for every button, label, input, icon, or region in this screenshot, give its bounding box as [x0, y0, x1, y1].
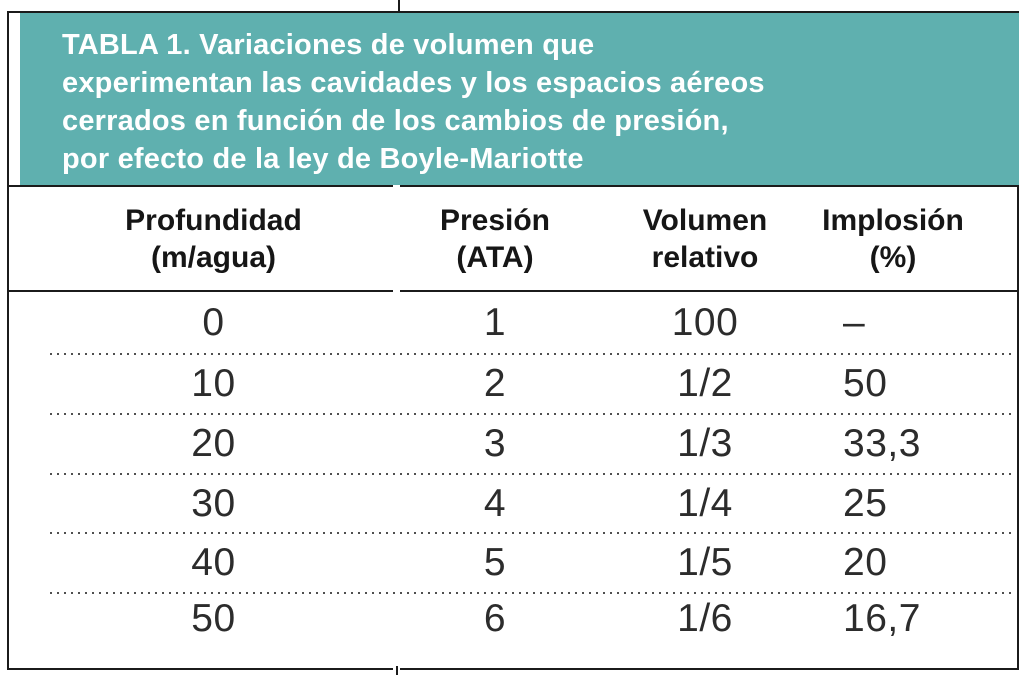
table-cell-presion: 3 — [483, 422, 507, 465]
column-header-line: Profundidad — [125, 204, 302, 237]
table-cell-volumen: 1/5 — [677, 541, 733, 584]
table-title-line: TABLA 1. Variaciones de volumen que — [62, 29, 595, 61]
table-bottom-border — [7, 668, 1019, 670]
table-title-line: experimentan las cavidades y los espacio… — [62, 67, 765, 99]
table-body: 0 1 100 – 10 2 1/2 50 20 3 1/3 33,3 30 4 1/4 25 40 5 1/5 20… — [9, 292, 1017, 668]
column-header-line: (m/agua) — [150, 241, 276, 274]
column-header-implosion: Implosión (%) — [818, 188, 968, 290]
table-row: 50 6 1/6 16,7 — [9, 593, 1017, 668]
table-cell-profundidad: 10 — [191, 362, 236, 405]
table-cell-profundidad: 20 — [191, 422, 236, 465]
table-cell-volumen: 1/6 — [677, 597, 733, 640]
table-cell-volumen: 1/4 — [677, 481, 733, 525]
header-separator-line — [7, 290, 1019, 292]
table-caption: TABLA 1. Variaciones de volumen que exper… — [20, 13, 1019, 186]
rule-break — [393, 290, 400, 293]
caption-underline — [7, 185, 1019, 187]
table-cell-implosion: – — [843, 301, 866, 344]
table-row: 0 1 100 – — [9, 292, 1017, 355]
table-cell-profundidad: 0 — [202, 301, 225, 344]
table-cell-volumen: 1/3 — [677, 422, 733, 465]
table-cell-implosion: 25 — [843, 481, 888, 525]
table-cell-profundidad: 30 — [191, 481, 236, 525]
table-cell-volumen: 1/2 — [677, 362, 733, 405]
table-cell-profundidad: 40 — [191, 541, 236, 584]
column-header-line: (%) — [869, 241, 917, 274]
table-cell-presion: 4 — [483, 481, 507, 525]
column-header-line: (ATA) — [456, 241, 534, 274]
column-header-profundidad: Profundidad (m/agua) — [9, 188, 392, 290]
table-row: 30 4 1/4 25 — [9, 474, 1017, 534]
column-header-line: Presión — [439, 204, 551, 237]
table-cell-implosion: 50 — [843, 362, 888, 405]
column-header-line: Implosión — [822, 204, 964, 237]
table-cell-implosion: 16,7 — [843, 597, 921, 640]
table-left-border — [7, 11, 9, 670]
page-column-rule — [398, 0, 400, 12]
column-header-line: Volumen — [642, 204, 768, 237]
gutter-tick — [396, 666, 398, 675]
table-row: 10 2 1/2 50 — [9, 354, 1017, 415]
table-row: 40 5 1/5 20 — [9, 533, 1017, 594]
table-title-line: por efecto de la ley de Boyle-Mariotte — [62, 143, 584, 175]
table-cell-volumen: 100 — [671, 301, 739, 344]
table-title-line: cerrados en función de los cambios de pr… — [62, 105, 729, 137]
table-cell-implosion: 20 — [843, 541, 888, 584]
table-cell-presion: 5 — [483, 541, 507, 584]
rule-break — [393, 185, 400, 188]
table-cell-implosion: 33,3 — [843, 422, 921, 465]
table-cell-presion: 1 — [483, 301, 507, 344]
table-top-border — [7, 11, 1019, 13]
table-right-border — [1017, 186, 1019, 670]
table-cell-presion: 2 — [483, 362, 507, 405]
column-header-volumen: Volumen relativo — [592, 188, 818, 290]
table-cell-profundidad: 50 — [191, 597, 236, 640]
table-row: 20 3 1/3 33,3 — [9, 414, 1017, 475]
column-header-presion: Presión (ATA) — [392, 188, 592, 290]
table-cell-presion: 6 — [483, 597, 507, 640]
column-header-row: Profundidad (m/agua) Presión (ATA) Volumen re… — [9, 188, 1017, 290]
column-header-line: relativo — [651, 241, 759, 274]
